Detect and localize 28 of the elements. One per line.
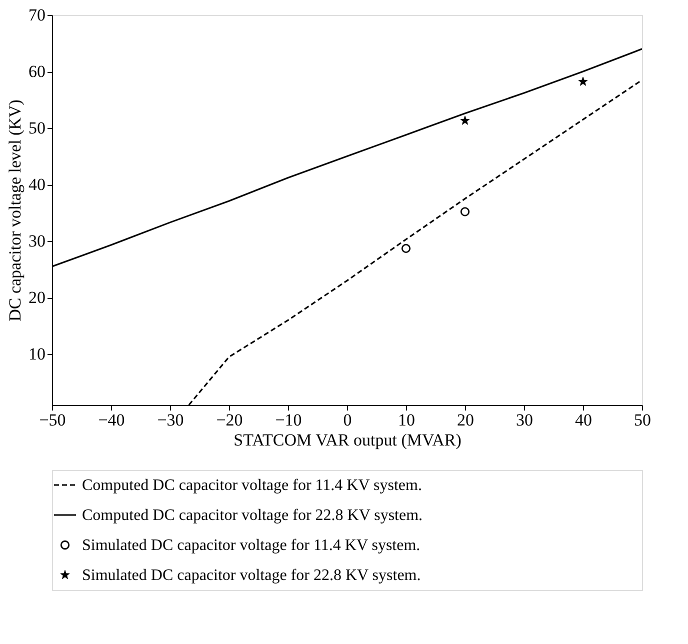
point [578,76,588,86]
y-tick-label: 50 [28,118,46,138]
y-tick-label: 10 [28,344,46,364]
legend-label: Simulated DC capacitor voltage for 22.8 KV system. [82,567,421,584]
legend-label: Computed DC capacitor voltage for 11.4 KV system. [82,477,422,494]
y-tick-label: 70 [28,6,46,24]
legend-label: Simulated DC capacitor voltage for 11.4 KV system. [82,537,420,554]
x-tick-label: 20 [457,410,474,430]
x-tick-label: −20 [216,410,243,430]
y-tick-label: 60 [28,62,46,82]
legend-label: Computed DC capacitor voltage for 22.8 KV system. [82,507,423,524]
x-tick-label: 40 [575,410,592,430]
x-tick-label: −30 [157,410,184,430]
x-tick-label: 50 [634,410,651,430]
y-tick-label: 40 [28,175,46,194]
point [401,244,411,253]
point [460,207,470,216]
x-tick-label: −40 [98,410,125,430]
x-tick-label: −50 [39,410,66,430]
x-tick-label: 0 [343,410,352,430]
x-tick-label: 10 [398,410,415,430]
x-tick-label: −10 [275,410,302,430]
x-tick-label: 30 [516,410,533,430]
y-axis-title: DC capacitor voltage level (KV) [6,100,24,322]
point [460,116,470,125]
y-tick-label: 20 [28,288,46,308]
x-axis-title: STATCOM VAR output (MVAR) [234,430,462,450]
y-tick-label: 30 [28,232,46,251]
